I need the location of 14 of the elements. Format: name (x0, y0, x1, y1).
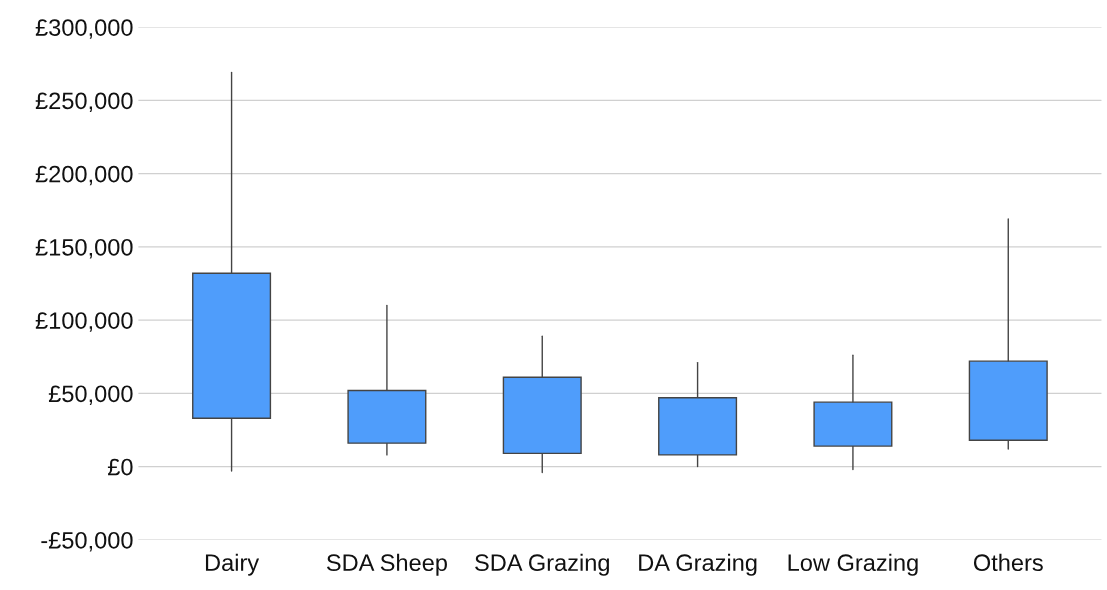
y-tick-label: £150,000 (35, 238, 133, 259)
y-tick-label: £300,000 (35, 19, 133, 39)
x-tick-label: DA Grazing (639, 553, 757, 576)
x-tick-label: Dairy (205, 553, 260, 576)
y-tick-label: £200,000 (35, 165, 133, 186)
y-tick-label: £50,000 (48, 385, 133, 405)
y-tick-label: £250,000 (35, 92, 133, 112)
x-tick-label: Low Grazing (788, 553, 918, 576)
x-tick-label: SDA Sheep (326, 553, 447, 576)
y-tick-label: £100,000 (35, 312, 133, 332)
y-tick-label: -£50,000 (41, 531, 133, 552)
y-tick-label: £0 (107, 458, 133, 476)
x-tick-label: Others (973, 553, 1043, 572)
x-tick-label: SDA Grazing (475, 553, 609, 576)
